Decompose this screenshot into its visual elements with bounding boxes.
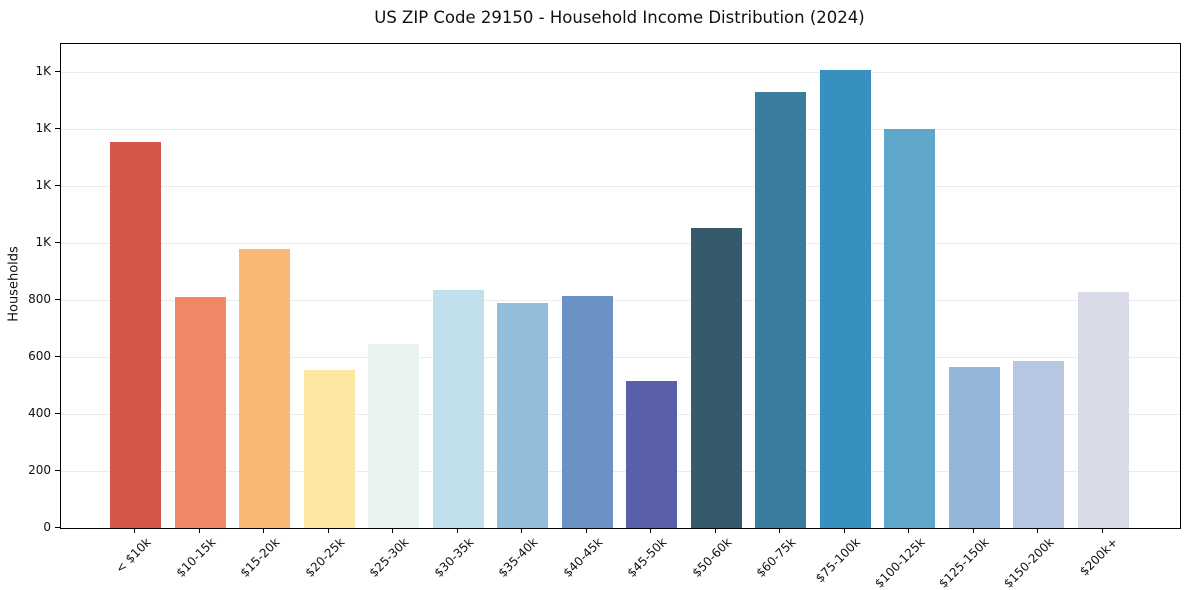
x-tick-label: < $10k	[112, 535, 154, 576]
y-tick-label: 800	[28, 292, 51, 307]
x-tick	[908, 528, 909, 533]
bar--35-40k	[497, 303, 548, 528]
y-tick	[55, 70, 60, 72]
x-tick	[1101, 528, 1103, 533]
bar--40-45k	[561, 295, 613, 528]
bar--10k	[110, 142, 161, 528]
y-tick	[55, 127, 60, 129]
x-tick	[585, 528, 587, 533]
y-tick-label: 600	[28, 349, 51, 364]
y-tick	[55, 469, 60, 471]
bar--50-60k	[690, 227, 742, 528]
x-tick-label: $40-45k	[560, 535, 605, 580]
x-tick	[843, 528, 845, 533]
gridline	[61, 128, 1180, 130]
x-tick-label: $45-50k	[624, 535, 670, 580]
x-tick	[327, 528, 329, 533]
y-tick	[55, 412, 60, 414]
bar--75-100k	[819, 69, 871, 528]
x-tick-label: $100-125k	[871, 535, 928, 590]
x-tick-label: $50-60k	[689, 535, 734, 580]
bar--15-20k	[239, 248, 290, 528]
x-tick-label: $30-35k	[431, 535, 476, 580]
gridline	[61, 299, 1180, 301]
x-tick-label: $125-150k	[936, 535, 992, 590]
y-axis-label: Households	[6, 246, 22, 322]
x-tick-label: $150-200k	[1000, 535, 1057, 590]
bar--100-125k	[884, 129, 935, 528]
gridline	[61, 185, 1180, 187]
y-tick	[55, 355, 60, 357]
chart-title: US ZIP Code 29150 - Household Income Dis…	[374, 8, 865, 27]
gridline	[61, 470, 1180, 472]
bar--45-50k	[626, 381, 677, 528]
y-tick	[55, 298, 60, 300]
x-tick-label: $200k+	[1077, 535, 1121, 579]
x-tick	[263, 528, 264, 533]
x-tick-label: $35-40k	[495, 535, 541, 580]
gridline	[61, 413, 1180, 415]
x-tick	[779, 528, 780, 533]
y-tick	[55, 526, 60, 528]
x-tick-label: $10-15k	[173, 535, 218, 580]
x-tick	[198, 528, 200, 533]
y-tick-label: 1K	[35, 121, 51, 136]
y-tick-label: 1K	[35, 235, 51, 250]
x-tick	[456, 528, 458, 533]
x-tick-label: $75-100k	[812, 535, 863, 586]
bar--125-150k	[948, 367, 1000, 528]
bar--10-15k	[174, 297, 226, 528]
x-tick-label: $20-25k	[302, 535, 347, 580]
x-tick	[972, 528, 974, 533]
plot-area	[60, 43, 1181, 529]
x-tick	[714, 528, 716, 533]
bar--20-25k	[303, 369, 355, 528]
y-tick-label: 0	[43, 520, 51, 534]
y-tick	[55, 241, 60, 243]
bar--150-200k	[1013, 361, 1064, 528]
x-tick	[521, 528, 522, 533]
x-tick-label: $15-20k	[237, 535, 283, 580]
y-tick-label: 200	[28, 463, 51, 478]
x-tick-label: $25-30k	[366, 535, 412, 580]
y-tick-label: 1K	[35, 64, 51, 79]
y-tick-label: 1K	[35, 178, 51, 193]
x-tick	[134, 528, 135, 533]
bar--30-35k	[432, 290, 484, 528]
x-tick-label: $60-75k	[753, 535, 799, 580]
x-tick	[650, 528, 651, 533]
y-tick-label: 400	[28, 406, 51, 421]
gridline	[61, 71, 1180, 73]
x-tick	[1037, 528, 1038, 533]
bar--200k+	[1077, 291, 1129, 528]
gridline	[61, 242, 1180, 244]
bar--25-30k	[368, 344, 419, 528]
x-tick	[392, 528, 393, 533]
bar--60-75k	[755, 92, 806, 528]
y-tick	[55, 184, 60, 186]
gridline	[61, 356, 1180, 358]
